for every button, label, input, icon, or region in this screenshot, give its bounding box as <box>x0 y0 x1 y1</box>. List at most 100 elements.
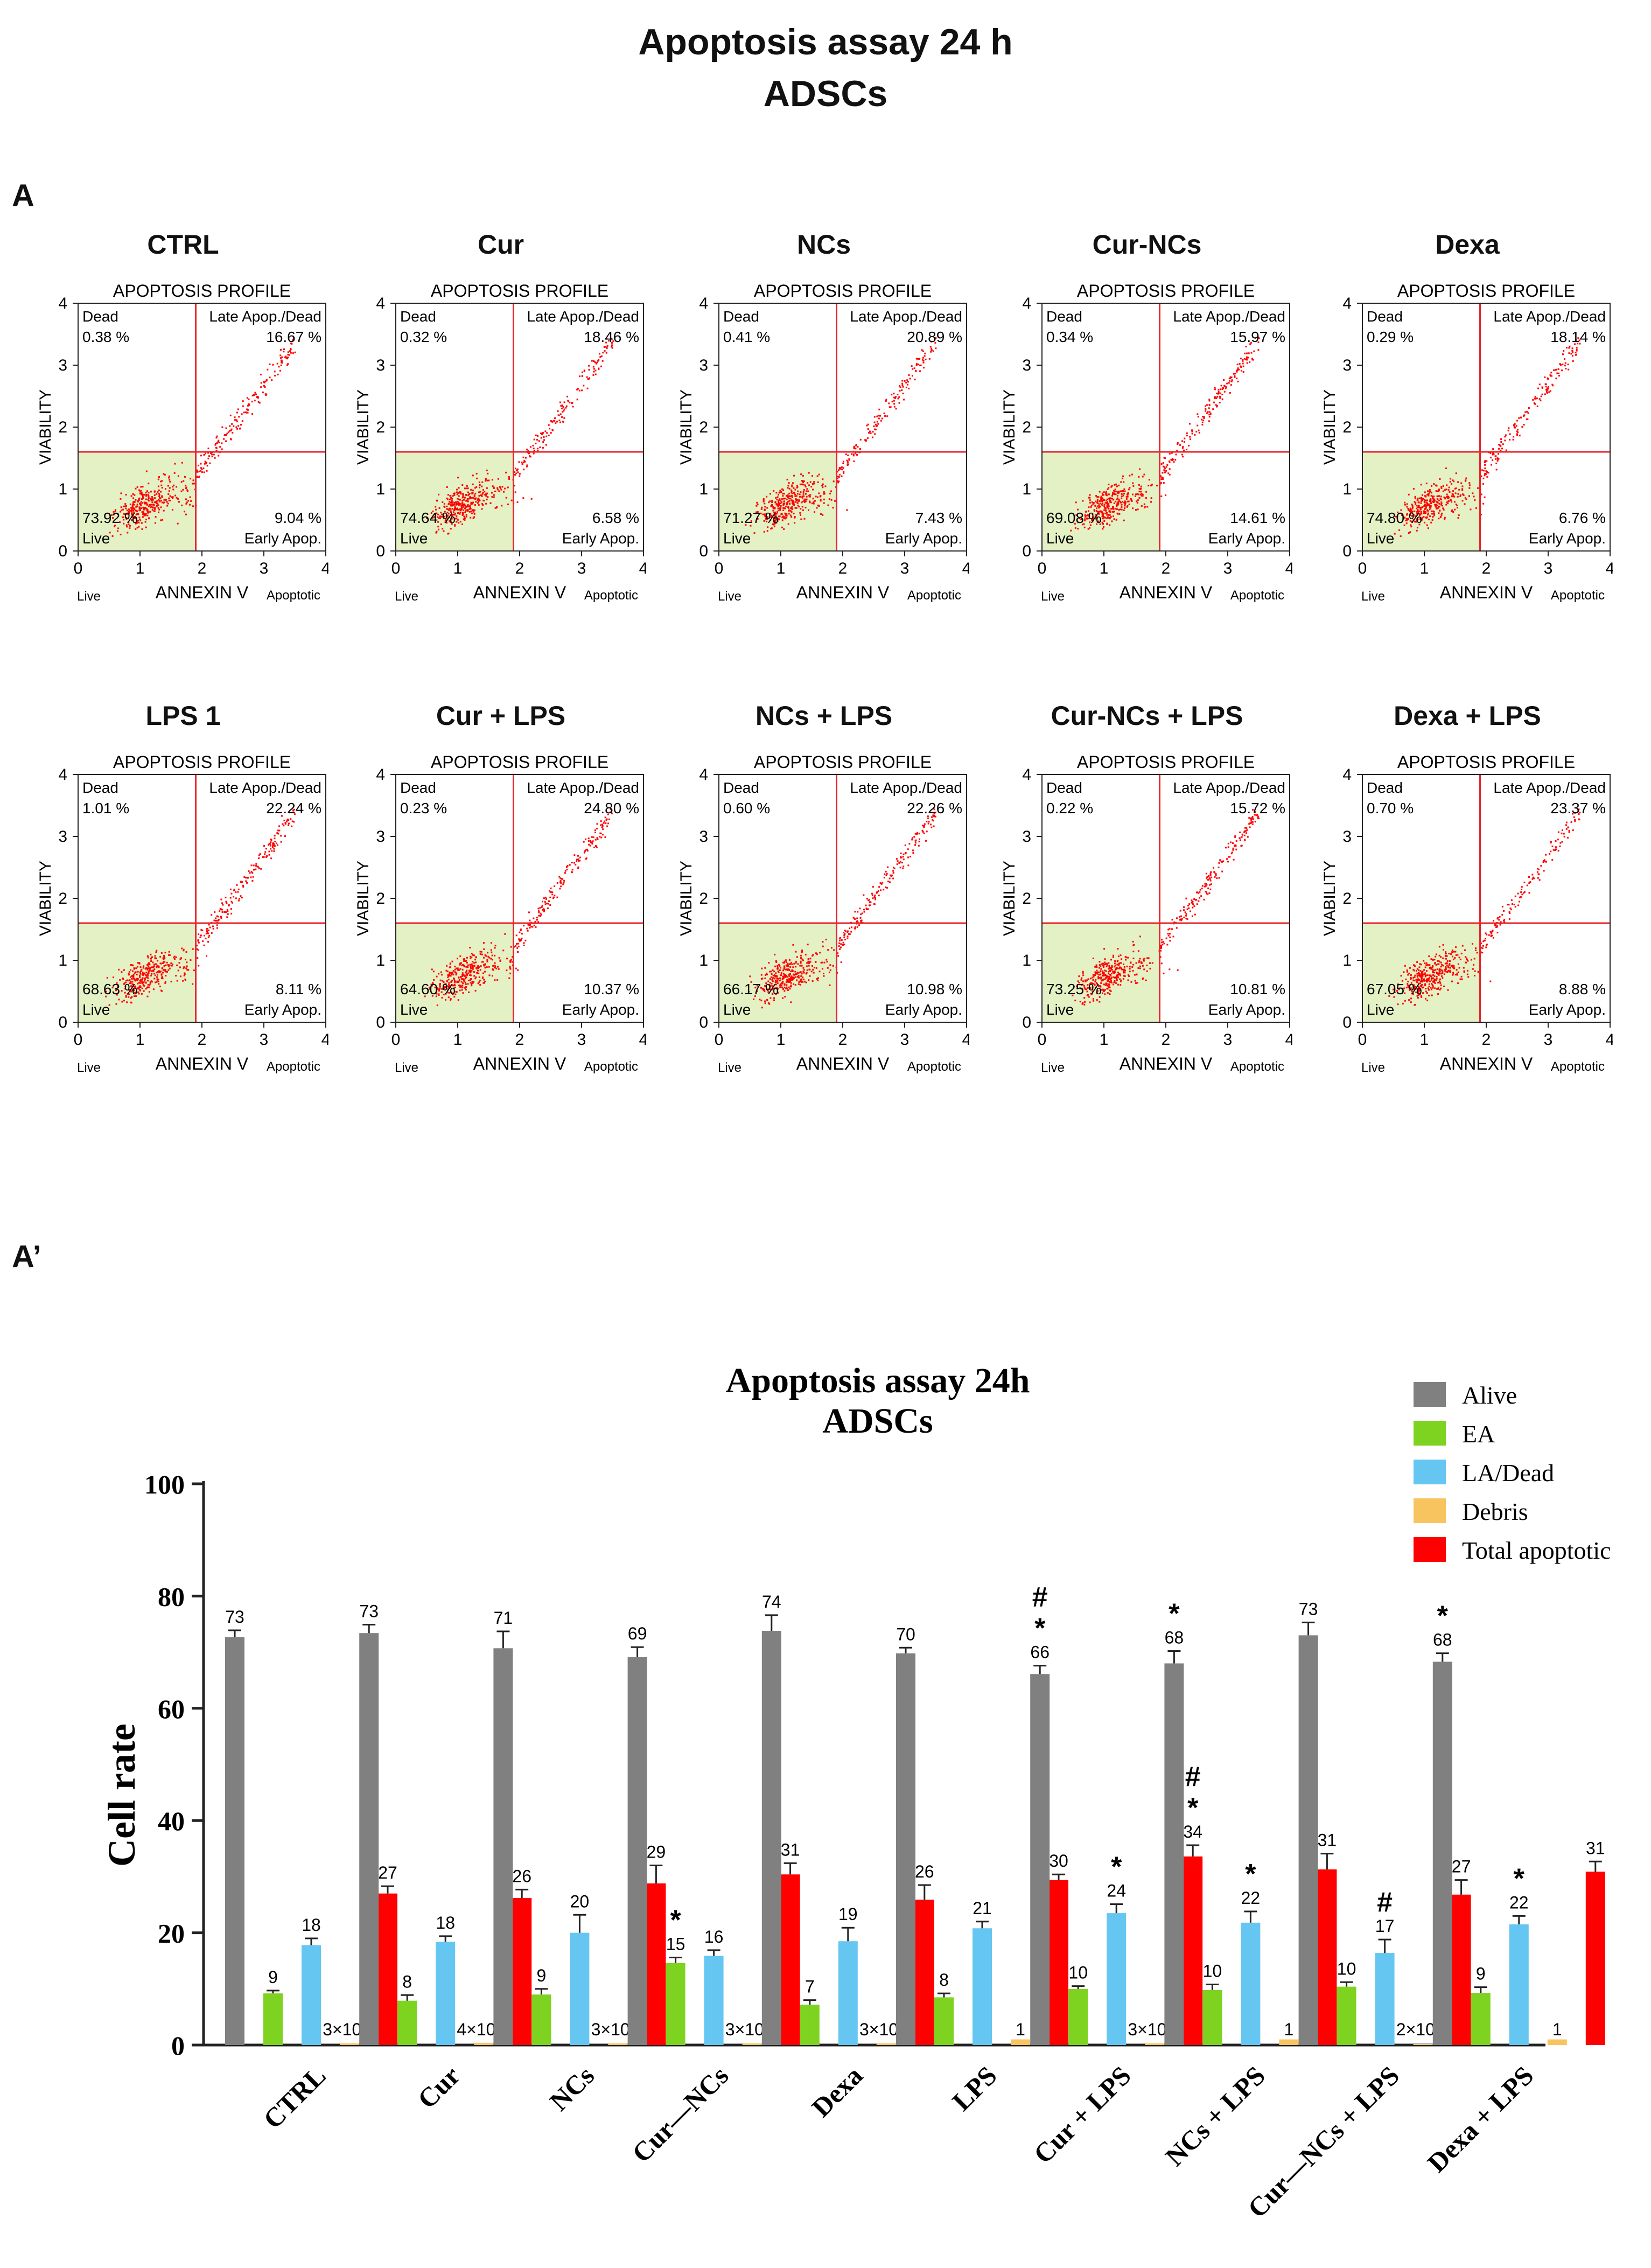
event-dot <box>284 357 286 359</box>
event-dot <box>449 972 451 974</box>
event-dot <box>866 424 868 427</box>
event-dot <box>1143 503 1145 505</box>
event-dot <box>506 958 508 960</box>
event-dot <box>1524 411 1527 413</box>
event-dot <box>771 982 773 985</box>
event-dot <box>186 489 188 491</box>
event-dot <box>1199 891 1201 893</box>
event-dot <box>764 506 766 508</box>
event-dot <box>775 518 778 520</box>
event-dot <box>1500 441 1502 443</box>
event-dot <box>471 512 473 514</box>
event-dot <box>262 392 264 394</box>
event-dot <box>877 415 879 417</box>
event-dot <box>1454 492 1457 494</box>
event-dot <box>808 965 810 967</box>
event-dot <box>1169 940 1171 942</box>
event-dot <box>1121 493 1123 495</box>
event-dot <box>1097 985 1100 987</box>
event-dot <box>1504 436 1506 438</box>
event-dot <box>180 481 183 483</box>
event-dot <box>837 477 839 479</box>
event-dot <box>1110 980 1112 982</box>
event-dot <box>893 406 896 408</box>
event-dot <box>849 933 851 935</box>
event-dot <box>548 890 550 892</box>
event-dot <box>1210 871 1212 873</box>
event-dot <box>786 502 788 504</box>
flow-panel: Cur + LPS APOPTOSIS PROFILE 0 0 1 1 2 2 3 3 4 4 Dead… <box>355 700 646 1120</box>
event-dot <box>474 978 477 980</box>
event-dot <box>1104 993 1106 995</box>
event-dot <box>1104 501 1107 504</box>
event-dot <box>1223 390 1226 393</box>
event-dot <box>1214 388 1216 390</box>
event-dot <box>1448 486 1450 489</box>
dead-percent: 0.60 % <box>723 800 770 817</box>
event-dot <box>482 492 484 494</box>
event-dot <box>1440 501 1443 504</box>
event-dot <box>572 406 574 408</box>
event-dot <box>1142 493 1144 496</box>
event-dot <box>555 422 557 424</box>
y-tick-label: 3 <box>376 828 385 846</box>
y-axis-label: VIABILITY <box>355 861 372 936</box>
event-dot <box>276 844 278 846</box>
event-dot <box>1089 978 1092 980</box>
event-dot <box>287 357 289 359</box>
event-dot <box>844 938 847 940</box>
event-dot <box>199 936 201 938</box>
event-dot <box>248 870 250 873</box>
event-dot <box>1128 489 1130 491</box>
event-dot <box>183 950 185 952</box>
event-dot <box>795 966 797 968</box>
event-dot <box>462 506 464 508</box>
event-dot <box>850 926 852 929</box>
event-dot <box>1170 458 1172 460</box>
event-dot <box>1505 449 1507 451</box>
event-dot <box>445 983 447 985</box>
event-dot <box>899 867 901 869</box>
event-dot <box>436 500 438 502</box>
event-dot <box>1205 890 1207 892</box>
event-dot <box>169 479 171 481</box>
event-dot <box>291 820 293 822</box>
event-dot <box>453 509 455 511</box>
event-dot <box>171 965 173 967</box>
event-dot <box>1114 960 1116 962</box>
event-dot <box>569 864 571 866</box>
event-dot <box>1544 376 1546 379</box>
event-dot <box>459 962 461 965</box>
event-dot <box>537 908 540 910</box>
event-dot <box>813 481 815 483</box>
event-dot <box>577 388 579 390</box>
event-dot <box>1165 494 1167 496</box>
event-dot <box>459 989 461 992</box>
event-dot <box>816 496 818 498</box>
event-dot <box>128 993 130 995</box>
event-dot <box>756 990 758 992</box>
event-dot <box>828 498 830 500</box>
event-dot <box>454 968 456 971</box>
event-dot <box>794 983 796 986</box>
event-dot <box>106 976 108 979</box>
event-dot <box>147 963 149 965</box>
event-dot <box>1181 918 1183 920</box>
event-dot <box>1214 876 1216 878</box>
event-dot <box>1099 500 1101 503</box>
event-dot <box>885 399 887 401</box>
event-dot <box>223 911 226 913</box>
event-dot <box>192 983 194 985</box>
event-dot <box>790 975 793 978</box>
event-dot <box>1092 520 1094 522</box>
dead-percent: 1.01 % <box>82 800 129 817</box>
event-dot <box>1105 976 1107 979</box>
event-dot <box>451 980 453 982</box>
event-dot <box>1416 499 1418 501</box>
event-dot <box>256 396 258 398</box>
event-dot <box>450 505 452 507</box>
event-dot <box>1115 483 1117 485</box>
event-dot <box>478 976 480 978</box>
event-dot <box>1106 964 1108 966</box>
